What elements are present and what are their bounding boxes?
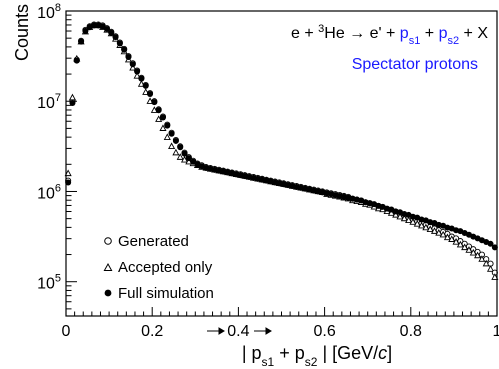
point-accepted — [129, 63, 137, 71]
point-accepted — [180, 155, 189, 163]
y-tick-label: 106 — [37, 182, 61, 202]
legend-label-full: Full simulation — [118, 285, 214, 302]
point-full-simulation — [159, 114, 166, 121]
data-points — [64, 21, 499, 280]
x-tick-label: 0.4 — [227, 323, 249, 340]
point-accepted — [486, 265, 495, 272]
point-full-simulation — [181, 150, 188, 157]
point-full-simulation — [138, 75, 145, 82]
point-full-simulation — [172, 137, 179, 144]
point-full-simulation — [164, 122, 171, 129]
vector-arrows — [207, 327, 272, 335]
point-full-simulation — [112, 34, 119, 41]
x-tick-label: 0.8 — [400, 323, 422, 340]
point-full-simulation — [151, 99, 158, 106]
point-full-simulation — [103, 26, 110, 33]
point-accepted — [176, 153, 184, 160]
point-full-simulation — [121, 46, 128, 53]
point-accepted — [159, 124, 167, 131]
point-full-simulation — [108, 29, 115, 36]
point-full-simulation — [142, 82, 149, 89]
point-full-simulation — [177, 144, 184, 151]
point-full-simulation — [185, 155, 192, 162]
legend-marker-accepted — [103, 262, 113, 271]
x-tick-label: 1 — [493, 323, 499, 340]
y-tick-label: 108 — [37, 2, 61, 22]
y-tick-label: 107 — [37, 92, 61, 112]
point-accepted — [172, 148, 180, 156]
legend-label-accepted: Accepted only — [118, 259, 213, 276]
x-tick-label: 0.6 — [313, 323, 335, 340]
point-full-simulation — [491, 244, 498, 251]
point-full-simulation — [78, 38, 85, 45]
point-full-simulation — [73, 57, 80, 64]
legend-label-generated: Generated — [118, 233, 189, 250]
point-full-simulation — [155, 107, 162, 114]
reaction-annotation: e + 3He → e' + ps1 + ps2 + X — [291, 23, 488, 47]
point-full-simulation — [487, 240, 494, 247]
point-full-simulation — [125, 54, 132, 61]
point-full-simulation — [65, 179, 72, 186]
y-axis-label: Counts — [12, 4, 32, 61]
legend-marker-generated — [104, 237, 112, 245]
x-tick-label: 0 — [62, 323, 71, 340]
point-accepted — [491, 273, 499, 280]
point-accepted — [68, 93, 77, 101]
x-tick-label: 0.2 — [141, 323, 163, 340]
x-axis-label: | ps1 + ps2 | [GeV/c] — [242, 343, 392, 369]
legend-marker-full — [104, 289, 112, 297]
point-full-simulation — [147, 91, 154, 98]
axis-ticks: 0 0.2 0.4 0.6 0.8 1 105 106 107 108 — [37, 2, 499, 340]
point-full-simulation — [134, 68, 141, 75]
point-accepted — [168, 142, 176, 150]
point-full-simulation — [168, 130, 175, 137]
point-full-simulation — [129, 61, 136, 68]
point-accepted — [163, 133, 171, 140]
point-accepted — [64, 169, 72, 177]
point-accepted — [155, 115, 163, 122]
legend: Generated Accepted only Full simulation — [103, 233, 214, 302]
y-tick-label: 105 — [37, 273, 61, 293]
point-full-simulation — [116, 40, 123, 47]
spectator-protons-label: Spectator protons — [352, 56, 478, 73]
